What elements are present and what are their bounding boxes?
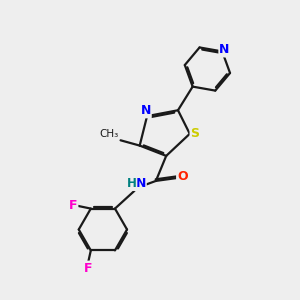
Text: F: F [84,262,92,275]
Text: N: N [135,177,146,190]
Text: H: H [127,177,137,190]
Text: F: F [69,199,77,212]
Text: S: S [190,127,200,140]
Text: N: N [140,104,151,117]
Text: N: N [219,44,230,56]
Text: O: O [177,170,188,183]
Text: CH₃: CH₃ [100,129,119,139]
